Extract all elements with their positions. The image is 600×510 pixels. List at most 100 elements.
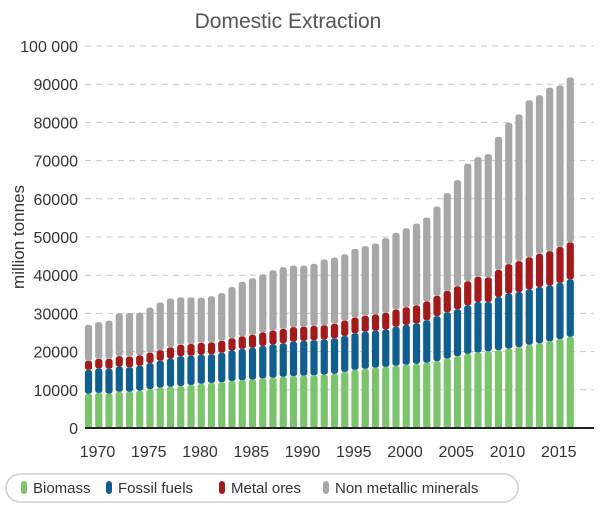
bar-segment-metal-ores (494, 269, 503, 297)
bar-segment-non-metallic-minerals (269, 270, 277, 331)
bar-segment-non-metallic-minerals (392, 232, 400, 310)
bar-segment-metal-ores (556, 246, 564, 283)
bar-segment-non-metallic-minerals (443, 193, 451, 291)
bar-segment-fossil-fuels (136, 365, 144, 391)
bar-stack (300, 265, 308, 428)
bar-segment-non-metallic-minerals (546, 87, 554, 252)
bar-segment-biomass (177, 385, 185, 428)
bar-segment-metal-ores (187, 343, 195, 356)
bar-segment-metal-ores (166, 347, 175, 359)
bar-segment-fossil-fuels (525, 289, 533, 345)
bar-stack (207, 296, 216, 428)
bar-segment-fossil-fuels (423, 320, 431, 363)
bar-segment-fossil-fuels (177, 356, 185, 386)
bar-stack (371, 243, 380, 428)
bar-segment-fossil-fuels (433, 316, 441, 362)
bar-segment-non-metallic-minerals (289, 265, 298, 328)
bar-segment-fossil-fuels (484, 301, 492, 352)
legend-item[interactable]: Biomass (21, 480, 91, 497)
bar-segment-biomass (392, 365, 400, 428)
bar-segment-non-metallic-minerals (166, 298, 175, 348)
y-tick-label: 60000 (34, 192, 79, 209)
legend-item[interactable]: Metal ores (219, 480, 301, 497)
bar-segment-metal-ores (84, 360, 93, 370)
bar-segment-non-metallic-minerals (433, 206, 441, 296)
x-tick-label: 2005 (438, 444, 474, 461)
y-tick-label: 20000 (34, 345, 79, 362)
bar-stack (330, 257, 339, 428)
bar-stack (259, 274, 267, 428)
bar-segment-fossil-fuels (207, 354, 216, 383)
bar-segment-fossil-fuels (84, 369, 93, 394)
bar-segment-non-metallic-minerals (515, 114, 523, 262)
y-tick-label: 50000 (34, 230, 79, 247)
bar-stack (566, 77, 574, 428)
bar-segment-fossil-fuels (105, 368, 113, 394)
bar-segment-fossil-fuels (505, 293, 513, 349)
bar-segment-non-metallic-minerals (228, 287, 236, 339)
bar-segment-biomass (484, 351, 492, 428)
bar-segment-fossil-fuels (494, 296, 503, 351)
bar-segment-metal-ores (433, 295, 441, 317)
bar-stack (187, 297, 195, 428)
bar-segment-metal-ores (115, 356, 123, 367)
bar-segment-non-metallic-minerals (351, 248, 359, 318)
legend[interactable]: Biomass Fossil fuels Metal ores Non metalli… (5, 473, 519, 503)
bar-stack (494, 136, 503, 428)
bar-segment-metal-ores (310, 326, 318, 341)
bar-segment-fossil-fuels (443, 312, 451, 359)
bar-stack (484, 154, 492, 428)
bar-segment-non-metallic-minerals (341, 254, 349, 321)
bar-stack (392, 232, 400, 428)
bar-segment-metal-ores (525, 257, 533, 290)
bar-segment-biomass (95, 392, 103, 428)
bar-segment-metal-ores (279, 329, 287, 344)
bar-segment-non-metallic-minerals (474, 157, 482, 277)
legend-item[interactable]: Non metallic minerals (323, 480, 478, 497)
bar-segment-metal-ores (464, 281, 472, 306)
bar-segment-biomass (105, 393, 113, 428)
bar-segment-biomass (125, 391, 134, 428)
bar-segment-biomass (320, 374, 328, 428)
bar-segment-non-metallic-minerals (84, 324, 93, 361)
bar-segment-biomass (207, 382, 216, 428)
bar-segment-fossil-fuels (361, 331, 369, 369)
bar-segment-biomass (382, 366, 390, 428)
bar-segment-non-metallic-minerals (218, 293, 226, 341)
bar-segment-fossil-fuels (330, 338, 339, 374)
bar-segment-metal-ores (443, 290, 451, 313)
bar-segment-biomass (197, 383, 205, 428)
bar-segment-fossil-fuels (259, 345, 267, 379)
bar-segment-non-metallic-minerals (105, 320, 113, 359)
bar-segment-non-metallic-minerals (197, 297, 205, 343)
bar-segment-fossil-fuels (556, 282, 564, 339)
x-tick-label: 1980 (182, 444, 218, 461)
x-tick-label: 1995 (336, 444, 372, 461)
bar-stack (535, 95, 544, 428)
bar-segment-non-metallic-minerals (505, 122, 513, 265)
bar-segment-biomass (187, 384, 195, 428)
bar-segment-metal-ores (423, 301, 431, 321)
bar-stack (84, 324, 93, 428)
bar-segment-metal-ores (269, 330, 277, 345)
y-tick-label: 80000 (34, 115, 79, 132)
bar-segment-non-metallic-minerals (146, 307, 154, 353)
legend-item[interactable]: Fossil fuels (106, 480, 193, 497)
bar-stack (197, 297, 205, 428)
bar-stack (238, 281, 246, 428)
bar-segment-non-metallic-minerals (279, 267, 287, 330)
bar-segment-non-metallic-minerals (259, 274, 267, 333)
bar-segment-biomass (341, 371, 349, 428)
bar-stack (402, 228, 410, 428)
bar-segment-non-metallic-minerals (207, 296, 216, 343)
y-tick-label: 30000 (34, 306, 79, 323)
bar-series (84, 77, 574, 428)
bar-segment-non-metallic-minerals (330, 257, 339, 324)
bar-segment-fossil-fuels (156, 360, 164, 388)
bar-segment-non-metallic-minerals (464, 163, 472, 282)
bar-segment-non-metallic-minerals (494, 136, 503, 270)
bar-segment-metal-ores (546, 251, 554, 286)
bar-segment-biomass (412, 363, 421, 428)
bar-segment-biomass (146, 389, 154, 428)
